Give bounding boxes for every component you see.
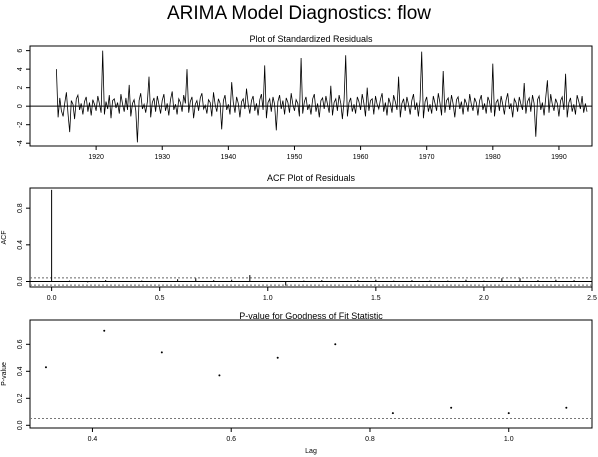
x-tick-label: 1950 — [287, 154, 303, 161]
pvalue-point — [334, 343, 337, 346]
pvalue-point — [565, 406, 568, 409]
y-tick-label: 0.6 — [17, 339, 24, 349]
y-tick-label: 0.0 — [17, 277, 24, 287]
y-tick-label: 0.0 — [17, 420, 24, 430]
pvalue-point — [507, 412, 510, 415]
standardized-residuals-panel: Plot of Standardized Residuals 1920 1930 19… — [17, 34, 593, 161]
panel-title: P-value for Goodness of Fit Statistic — [239, 311, 383, 321]
x-tick-label: 1990 — [551, 154, 567, 161]
x-tick-label: 1.0 — [263, 295, 273, 302]
y-tick-label: 0.8 — [17, 203, 24, 213]
y-tick-label: 0 — [17, 104, 24, 108]
pvalue-point — [103, 329, 106, 332]
acf-panel: ACF Plot of Residuals 0.0 0.5 1.0 1.5 2.0 2.5 0… — [1, 173, 597, 302]
plot-frame — [29, 45, 593, 147]
y-tick-label: 0.4 — [17, 366, 24, 376]
y-tick-label: 0.2 — [17, 393, 24, 403]
x-tick-label: 1920 — [88, 154, 104, 161]
pvalue-point — [218, 374, 221, 377]
y-tick-label: 2 — [17, 86, 24, 90]
x-tick-label: 1940 — [221, 154, 237, 161]
x-tick-label: 1930 — [154, 154, 170, 161]
figure-title: ARIMA Model Diagnostics: flow — [167, 3, 431, 24]
plot-frame — [29, 319, 593, 429]
x-tick-label: 1980 — [485, 154, 501, 161]
x-tick-label: 1960 — [353, 154, 369, 161]
x-tick-label: 1.5 — [371, 295, 381, 302]
residual-series-line — [56, 50, 588, 143]
y-axis-label: ACF — [1, 231, 8, 245]
x-tick-label: 2.0 — [479, 295, 489, 302]
y-tick-label: -4 — [17, 140, 24, 146]
y-tick-label: 0.4 — [17, 240, 24, 250]
x-tick-label: 1970 — [419, 154, 435, 161]
x-axis-label: Lag — [305, 448, 317, 455]
pvalue-point — [450, 406, 453, 409]
y-tick-label: -2 — [17, 121, 24, 127]
panel-title: ACF Plot of Residuals — [267, 173, 356, 183]
pvalue-point — [391, 412, 394, 415]
pvalue-point — [276, 356, 279, 359]
x-tick-label: 1.0 — [504, 436, 514, 443]
pvalue-panel: P-value for Goodness of Fit Statistic 0.4… — [1, 311, 593, 455]
pvalue-point — [160, 351, 163, 354]
y-tick-label: 4 — [17, 67, 24, 71]
x-tick-label: 0.0 — [47, 295, 57, 302]
panel-title: Plot of Standardized Residuals — [249, 34, 373, 44]
plot-frame — [29, 187, 593, 288]
x-tick-label: 0.5 — [155, 295, 165, 302]
pvalue-point — [44, 366, 47, 369]
x-tick-label: 0.4 — [88, 436, 98, 443]
x-tick-label: 2.5 — [587, 295, 597, 302]
x-tick-label: 0.8 — [365, 436, 375, 443]
x-tick-label: 0.6 — [226, 436, 236, 443]
y-tick-label: 6 — [17, 49, 24, 53]
y-axis-label: P-value — [1, 362, 8, 386]
